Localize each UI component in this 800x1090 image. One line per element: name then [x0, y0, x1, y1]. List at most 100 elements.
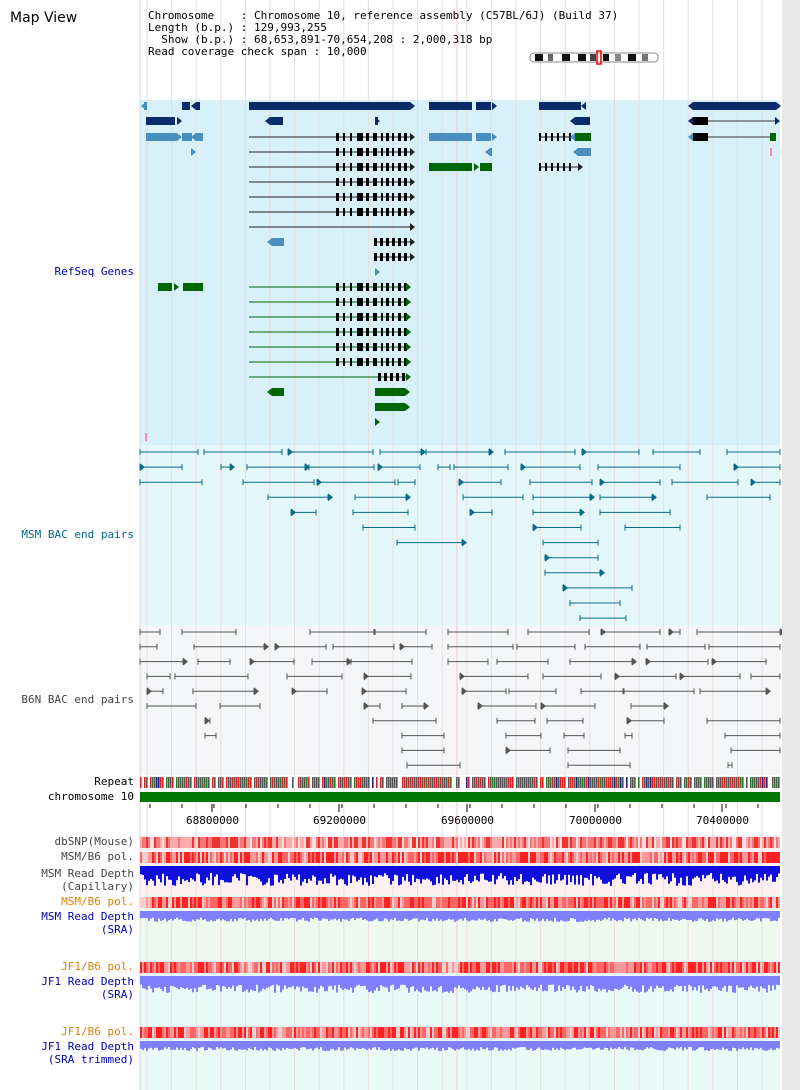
heat-cell [544, 852, 546, 863]
heat-cell [626, 1027, 628, 1038]
depth-bar [344, 1041, 346, 1048]
depth-bar [330, 866, 332, 874]
heat-cell [392, 1027, 394, 1038]
depth-bar [322, 1041, 324, 1051]
heat-cell [312, 962, 314, 973]
depth-bar [580, 1041, 582, 1050]
depth-bar [590, 866, 592, 874]
depth-bar [222, 866, 224, 881]
repeat-element [548, 777, 550, 788]
heat-cell [610, 852, 612, 863]
heat-cell [710, 897, 712, 908]
heat-cell [254, 897, 256, 908]
depth-bar [346, 911, 348, 920]
heat-cell [704, 837, 706, 848]
depth-bar [740, 866, 742, 885]
heat-cell [320, 852, 322, 863]
depth-bar [598, 866, 600, 877]
depth-bar [692, 911, 694, 922]
heat-cell [728, 962, 730, 973]
heat-cell [674, 837, 676, 848]
heat-cell [412, 897, 414, 908]
depth-bar [700, 866, 702, 882]
dbsnp-label[interactable]: dbSNP(Mouse) [54, 835, 134, 848]
msm-depth-sra-label-1[interactable]: MSM Read Depth [41, 910, 134, 923]
heat-cell [582, 837, 584, 848]
strand-arrow [410, 163, 415, 171]
depth-bar [486, 976, 488, 990]
heat-cell [204, 962, 206, 973]
depth-bar [512, 866, 514, 885]
gene-exon [490, 148, 492, 156]
heat-cell [494, 962, 496, 973]
heat-cell [442, 1027, 444, 1038]
depth-bar [184, 911, 186, 921]
repeat-element [146, 777, 148, 788]
depth-bar [590, 1041, 592, 1048]
depth-bar [636, 866, 638, 884]
msm-bac-end-pairs-label[interactable]: MSM BAC end pairs [21, 528, 134, 541]
repeat-element [536, 777, 538, 788]
heat-cell [176, 897, 178, 908]
depth-bar [706, 866, 708, 876]
jf1-b6-pol-label[interactable]: JF1/B6 pol. [61, 960, 134, 973]
msm-b6-pol-label[interactable]: MSM/B6 pol. [61, 850, 134, 863]
strand-arrow [688, 133, 693, 141]
gene-exon [343, 193, 345, 201]
depth-bar [332, 911, 334, 920]
jf1-depth-trim-label-1[interactable]: JF1 Read Depth [41, 1040, 134, 1053]
msm-b6-pol-sra-label[interactable]: MSM/B6 pol. [61, 895, 134, 908]
depth-bar [612, 976, 614, 992]
heat-cell [698, 852, 700, 863]
depth-bar [762, 911, 764, 919]
heat-cell [684, 852, 686, 863]
depth-bar [272, 1041, 274, 1051]
heat-cell [158, 1027, 160, 1038]
depth-bar [618, 866, 620, 874]
heat-cell [746, 1027, 748, 1038]
gene-exon [392, 298, 394, 306]
b6n-bac-end-pairs-label[interactable]: B6N BAC end pairs [21, 693, 134, 706]
heat-cell [706, 897, 708, 908]
heat-cell [634, 852, 636, 863]
heat-cell [156, 837, 158, 848]
heat-cell [350, 897, 352, 908]
repeat-element [196, 777, 198, 788]
repeat-element [448, 777, 450, 788]
depth-bar [236, 976, 238, 987]
depth-bar [518, 1041, 520, 1048]
depth-bar [596, 976, 598, 992]
heat-cell [478, 837, 480, 848]
depth-bar [276, 866, 278, 875]
heat-cell [514, 837, 516, 848]
depth-bar [354, 1041, 356, 1051]
jf1-b6-pol-trim-label[interactable]: JF1/B6 pol. [61, 1025, 134, 1038]
heat-cell [310, 962, 312, 973]
refseq-genes-label[interactable]: RefSeq Genes [54, 265, 134, 278]
depth-bar [766, 911, 768, 919]
depth-bar [196, 976, 198, 992]
heat-cell [680, 837, 682, 848]
repeat-element [472, 777, 474, 788]
depth-bar [268, 866, 270, 879]
depth-bar [308, 976, 310, 992]
show-label: Show (b.p.) [161, 33, 235, 46]
depth-bar [232, 866, 234, 877]
depth-bar [292, 866, 294, 875]
depth-bar [692, 866, 694, 879]
heat-cell [404, 1027, 406, 1038]
heat-cell [302, 852, 304, 863]
repeat-element [734, 777, 736, 788]
depth-bar [258, 866, 260, 880]
heat-cell [160, 837, 162, 848]
msm-depth-capillary-label-1[interactable]: MSM Read Depth [41, 867, 134, 880]
heat-cell [312, 1027, 314, 1038]
depth-bar [626, 976, 628, 986]
jf1-depth-sra-label-2: (SRA) [100, 988, 134, 1001]
heat-cell [474, 837, 476, 848]
jf1-depth-sra-label-1[interactable]: JF1 Read Depth [41, 975, 134, 988]
depth-bar [502, 976, 504, 986]
heat-cell [560, 962, 562, 973]
depth-bar [240, 911, 242, 919]
